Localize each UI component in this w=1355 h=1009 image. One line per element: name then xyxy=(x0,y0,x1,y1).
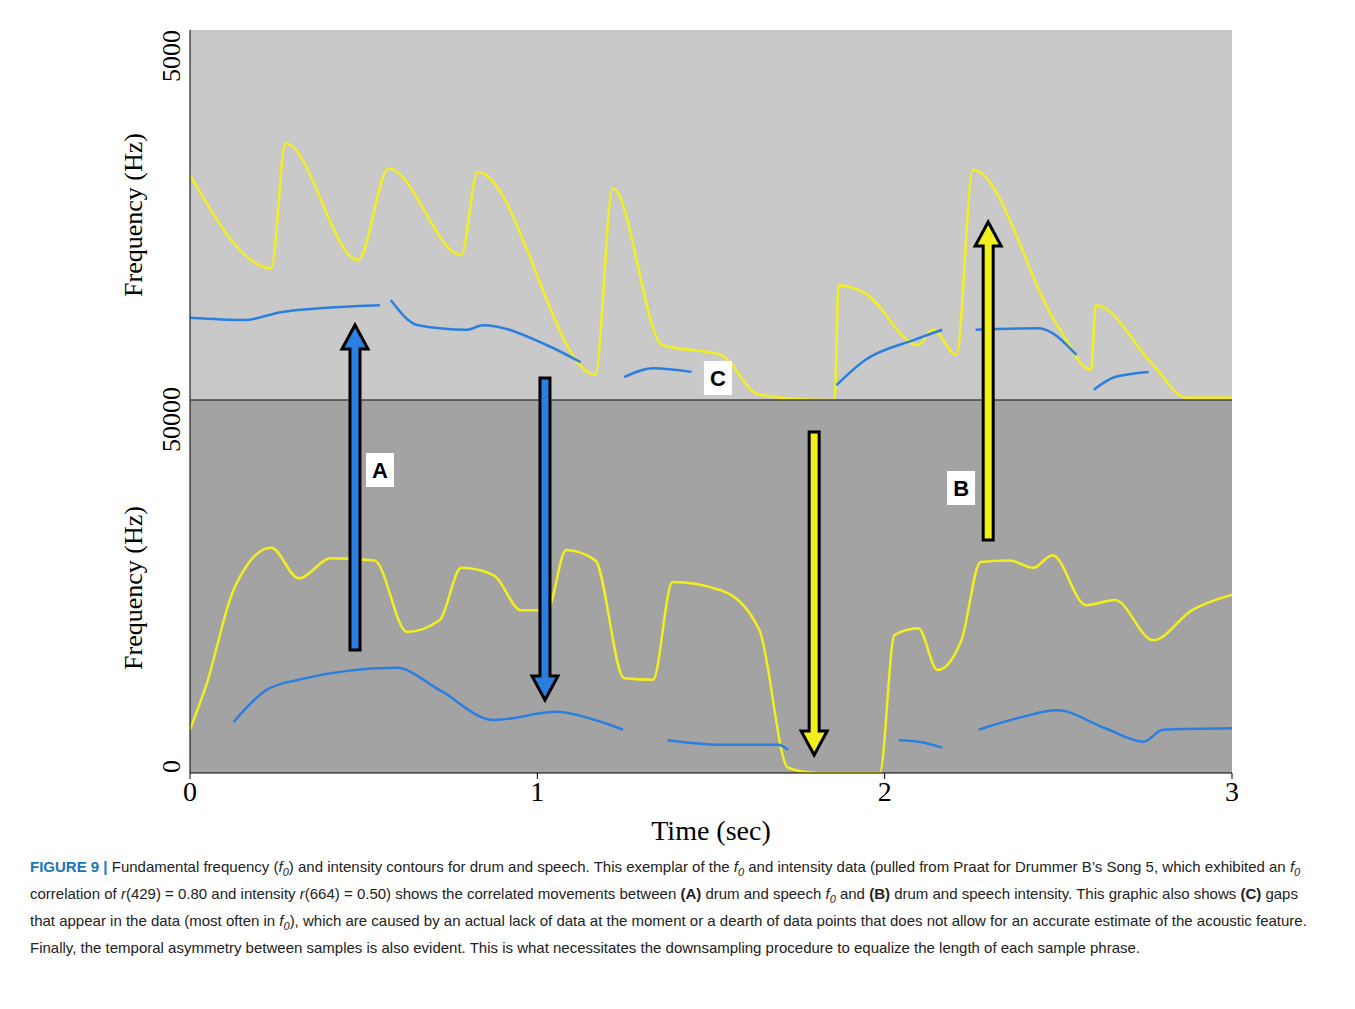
svg-text:Time (sec): Time (sec) xyxy=(651,815,771,846)
svg-text:Frequency (Hz): Frequency (Hz) xyxy=(119,133,148,297)
svg-text:1: 1 xyxy=(530,776,544,807)
svg-text:0: 0 xyxy=(183,776,197,807)
svg-text:5000: 5000 xyxy=(157,30,186,82)
html-text:correlation of r (429) = 0.80: correlation of r (429) = 0.80 and intens… xyxy=(30,885,1307,956)
svg-text:A: A xyxy=(372,458,388,483)
svg-text:5000: 5000 xyxy=(157,400,186,452)
svg-text:C: C xyxy=(710,366,726,391)
svg-text:2: 2 xyxy=(878,776,892,807)
svg-text:0: 0 xyxy=(157,760,186,773)
svg-text:B: B xyxy=(953,476,969,501)
svg-text:Frequency (Hz): Frequency (Hz) xyxy=(119,506,148,670)
html-text:FIGURE 9 | Fundamental frequen: FIGURE 9 | Fundamental frequency (f0) an… xyxy=(30,858,1301,878)
svg-text:0: 0 xyxy=(157,387,186,400)
svg-text:3: 3 xyxy=(1225,776,1239,807)
